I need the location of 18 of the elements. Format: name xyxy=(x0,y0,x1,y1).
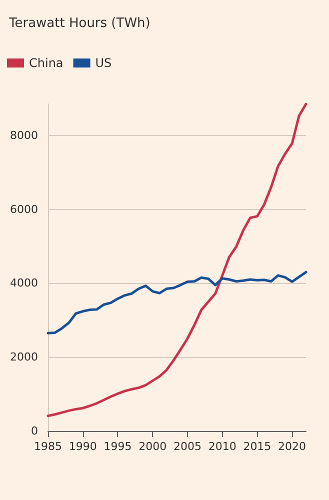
x-tick-label: 2005 xyxy=(173,440,202,453)
legend-label: US xyxy=(95,56,112,70)
line-series xyxy=(46,270,308,334)
x-tick-label: 1985 xyxy=(34,440,62,453)
x-tick-label: 2000 xyxy=(138,440,167,453)
chart-title: Terawatt Hours (TWh) xyxy=(8,16,150,31)
y-tick-label: 8000 xyxy=(10,128,38,142)
legend-label: China xyxy=(29,56,64,70)
y-tick-label: 4000 xyxy=(10,276,38,290)
line-series xyxy=(46,102,308,418)
y-tick-label: 6000 xyxy=(10,202,38,216)
x-tick-label: 1990 xyxy=(68,440,97,453)
y-tick-label: 2000 xyxy=(10,350,38,364)
y-tick-label: 0 xyxy=(31,424,38,438)
x-tick-label: 1995 xyxy=(104,440,132,453)
x-tick-label: 2015 xyxy=(243,440,272,453)
x-tick-label: 2020 xyxy=(278,440,306,453)
x-tick-label: 2010 xyxy=(208,440,236,453)
